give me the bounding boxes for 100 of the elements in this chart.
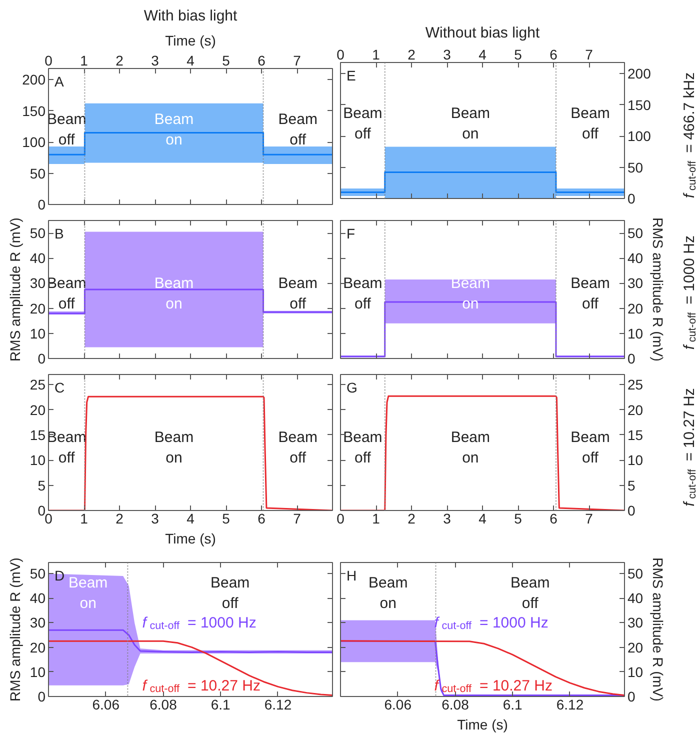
y-tick-label: 40	[30, 250, 46, 266]
x-tick-label: 4	[478, 46, 487, 62]
y-tick-label: 50	[628, 159, 644, 176]
y-tick-label: 50	[628, 225, 644, 242]
x-tick-label: 2	[408, 510, 416, 526]
chart-title: Without bias light	[425, 24, 540, 42]
series-label: fcut-off = 10.27 Hz	[434, 677, 552, 695]
y-tick-label: 50	[30, 165, 46, 182]
y-tick-label: 10	[628, 452, 644, 468]
y-tick-label: 0	[628, 190, 636, 206]
x-tick-label: 2	[408, 46, 416, 62]
y-axis-title: RMS amplitude R (mV)	[6, 558, 23, 702]
annotation: Beam off	[210, 574, 250, 612]
annotation: Beam off	[570, 274, 610, 312]
y-axis-title: RMS amplitude R (mV)	[6, 218, 23, 362]
y-tick-label: 20	[30, 639, 46, 656]
y-tick-label: 40	[30, 590, 46, 606]
x-tick-label: 7	[293, 510, 302, 526]
x-tick-label: 3	[443, 46, 452, 62]
annotation: Beam on	[450, 429, 490, 467]
annotation: Beam on	[154, 111, 194, 148]
x-tick-label: 1	[372, 510, 380, 526]
x-axis-title: Time (s)	[165, 530, 216, 546]
y-tick-label: 200	[22, 72, 46, 88]
annotation: Beam off	[570, 429, 610, 467]
x-tick-label: 6.06	[92, 696, 120, 712]
x-axis-title: Time (s)	[457, 716, 508, 732]
annotation: Beam off	[278, 111, 318, 148]
x-tick-label: 6	[550, 46, 558, 62]
x-tick-label: 1	[80, 52, 88, 68]
y-tick-label: 200	[628, 66, 652, 82]
y-tick-label: 0	[628, 350, 636, 366]
chart-title: With bias light	[144, 8, 238, 24]
series-label: fcut-off = 1000 Hz	[142, 614, 256, 632]
y-tick-label: 30	[628, 614, 644, 631]
x-tick-label: 2	[116, 52, 124, 68]
y-tick-label: 30	[628, 275, 644, 292]
annotation: E	[346, 68, 356, 84]
y-tick-label: 10	[628, 325, 644, 342]
x-tick-label: 4	[186, 52, 195, 68]
x-tick-label: 6.1	[210, 696, 231, 712]
y-tick-label: 20	[628, 402, 644, 418]
x-tick-label: 6	[258, 52, 266, 68]
x-tick-label: 7	[585, 510, 594, 526]
y-tick-label: 25	[30, 376, 46, 393]
text: fcut-off = 10.27 Hz	[681, 388, 698, 506]
y-tick-label: 150	[628, 96, 652, 113]
y-tick-label: 20	[628, 639, 644, 656]
y-tick-label: 50	[628, 566, 644, 582]
x-tick-label: 1	[372, 46, 380, 62]
annotation: Beam off	[343, 274, 382, 312]
y-tick-label: 15	[628, 426, 644, 443]
x-tick-label: 4	[186, 510, 195, 526]
y-tick-label: 25	[628, 376, 644, 393]
y-tick-label: 20	[30, 300, 46, 316]
annotation: C	[54, 380, 65, 396]
y-tick-label: 40	[628, 250, 644, 266]
x-tick-label: 7	[293, 52, 302, 68]
x-tick-label: 6.08	[150, 696, 178, 712]
annotation: A	[54, 74, 64, 90]
annotation: D	[54, 568, 65, 584]
annotation: B	[54, 226, 64, 242]
x-tick-label: 3	[151, 510, 160, 526]
y-tick-label: 0	[38, 350, 46, 366]
y-tick-label: 10	[628, 664, 644, 680]
x-tick-label: 6.1	[502, 696, 523, 712]
annotation: Beam on	[368, 574, 408, 612]
y-tick-label: 20	[30, 402, 46, 418]
y-tick-label: 5	[628, 477, 636, 494]
series-label: fcut-off = 10.27 Hz	[142, 677, 260, 695]
y-tick-label: 150	[22, 102, 46, 119]
x-tick-label: 0	[336, 46, 345, 62]
annotation: Beam off	[343, 105, 382, 142]
y-tick-label: 10	[30, 325, 46, 342]
annotation: Beam off	[278, 429, 318, 467]
x-tick-label: 6.08	[442, 696, 470, 712]
x-tick-label: 6.12	[556, 696, 584, 712]
x-tick-label: 3	[151, 52, 160, 68]
annotation: F	[346, 226, 356, 242]
x-tick-label: 0	[336, 510, 345, 526]
y-tick-label: 50	[30, 225, 46, 242]
annotation: Beam off	[278, 274, 318, 312]
x-tick-label: 6.06	[384, 696, 412, 712]
x-tick-label: 2	[116, 510, 124, 526]
annotation: Beam on	[154, 429, 194, 467]
y-axis-title: RMS amplitude R (mV)	[650, 558, 666, 702]
annotation: H	[346, 568, 357, 584]
x-tick-label: 5	[222, 510, 230, 526]
annotation: Beam on	[450, 105, 490, 142]
y-tick-label: 30	[30, 275, 46, 292]
y-tick-label: 15	[30, 426, 46, 443]
x-tick-label: 6.12	[264, 696, 292, 712]
text: fcut-off = 466.7 kHz	[681, 72, 698, 198]
annotation: Beam off	[570, 105, 610, 142]
y-tick-label: 30	[30, 614, 46, 631]
annotation: Beam on	[154, 274, 194, 312]
y-tick-label: 40	[628, 590, 644, 606]
x-tick-label: 6	[258, 510, 266, 526]
y-axis-title: RMS amplitude R (mV)	[650, 218, 666, 362]
x-tick-label: 7	[585, 46, 594, 62]
